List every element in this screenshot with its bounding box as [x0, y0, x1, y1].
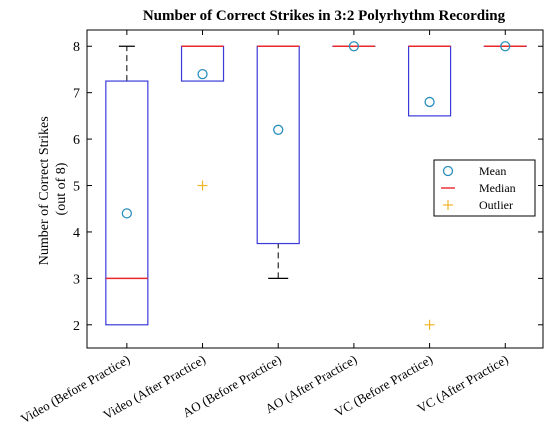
y-tick-label: 2: [73, 319, 80, 334]
y-tick-label: 8: [73, 40, 80, 55]
mean-marker: [424, 96, 435, 108]
mean-marker: [121, 208, 132, 219]
legend-label: Outlier: [479, 198, 513, 212]
box: [105, 80, 149, 326]
y-axis-label: Number of Correct Strikes (out of 8): [37, 113, 69, 265]
y-tick-label: 5: [73, 180, 80, 195]
y-tick-label: 4: [73, 226, 80, 241]
mean-marker: [197, 68, 208, 80]
box: [256, 45, 300, 245]
y-tick-label: 6: [73, 133, 80, 148]
legend-label: Median: [479, 181, 516, 195]
mean-marker: [348, 41, 360, 52]
y-axis-label-line2: (out of 8): [54, 162, 69, 215]
box: [180, 45, 225, 82]
chart-title: Number of Correct Strikes in 3:2 Polyrhy…: [143, 8, 506, 24]
y-tick-label: 3: [73, 272, 80, 287]
y-tick-label: 7: [73, 87, 80, 102]
legend-mean-icon: [442, 165, 454, 177]
legend: Mean Median Outlier: [433, 159, 536, 217]
mean-marker: [273, 124, 284, 135]
mean-marker: [500, 41, 511, 52]
y-axis-label-line1: Number of Correct Strikes: [37, 116, 52, 265]
legend-label: Mean: [479, 164, 506, 178]
box: [407, 45, 452, 117]
plot-frame: [86, 29, 544, 349]
